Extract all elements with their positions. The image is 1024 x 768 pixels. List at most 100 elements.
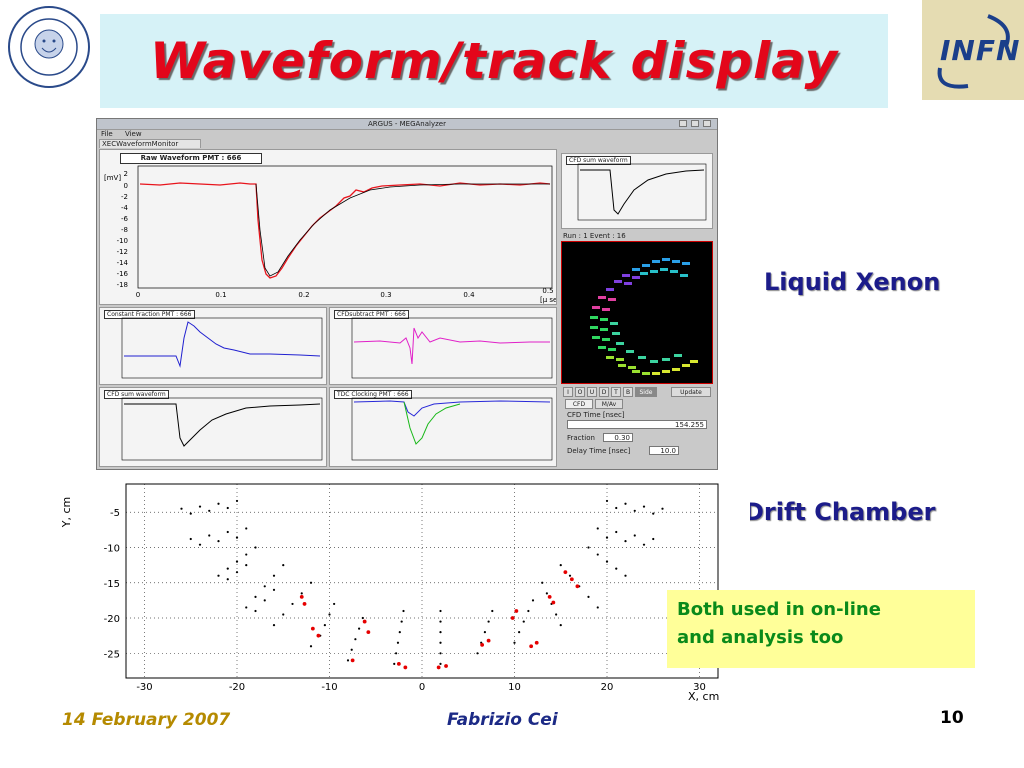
y-tick-label: -20 — [104, 614, 120, 625]
fraction-label: Fraction — [567, 434, 595, 442]
wire-hit-point — [439, 662, 442, 665]
panel-label: TDC Clocking PMT : 666 — [334, 390, 412, 399]
wire-hit-point — [615, 530, 618, 534]
wire-hit-point — [226, 530, 229, 534]
cfd-subtract-panel: CFDsubtract PMT : 666 — [329, 307, 557, 385]
cfd-sum-plot — [121, 397, 323, 461]
tab-mav[interactable]: M/Av — [595, 399, 623, 409]
wire-hit-point — [483, 631, 486, 634]
y-tick: -14 — [117, 259, 129, 267]
view-button-side[interactable]: Side — [635, 387, 657, 397]
lxe-3d-display[interactable] — [561, 241, 713, 384]
wire-hit-point — [545, 592, 548, 595]
fraction-field[interactable]: 0.30 — [603, 433, 633, 442]
x-tick: 0.2 — [298, 291, 309, 299]
liquid-xenon-label: Liquid Xenon — [764, 268, 941, 296]
window-titlebar: ARGUS - MEGAnalyzer — [97, 119, 717, 130]
menu-view[interactable]: View — [124, 130, 142, 138]
wire-hit-point — [513, 641, 516, 644]
cfd-subtract-plot — [351, 317, 553, 379]
wire-hit-point — [439, 652, 442, 655]
tab-xec-waveform-monitor[interactable]: XECWaveformMonitor — [99, 139, 201, 148]
cfd-time-field[interactable]: 154.255 — [567, 420, 707, 429]
tab-cfd[interactable]: CFD — [565, 399, 593, 409]
wire-hit-point — [245, 564, 248, 567]
menubar: File View — [101, 130, 152, 139]
panel-label: CFD sum waveform — [566, 156, 631, 165]
wire-hit-point — [642, 505, 646, 508]
track-hit-point — [366, 630, 371, 635]
wire-hit-point — [605, 499, 609, 503]
close-icon[interactable] — [703, 120, 711, 127]
plot-grid — [126, 484, 718, 678]
wire-hit-point — [358, 627, 361, 630]
wire-hit-point — [235, 536, 239, 539]
y-axis-label: Y, cm — [60, 497, 73, 528]
wire-hit-point — [402, 609, 405, 613]
track-hit-point — [299, 594, 304, 599]
drift-chamber-plot: -30 -20 -10 0 10 20 30 -5 -10 -15 -20 -25 Y, cm X, … — [54, 472, 750, 704]
subtract-trace — [353, 327, 550, 365]
wire-hit-point — [198, 543, 202, 546]
track-hit-point — [396, 661, 401, 666]
wire-hit-point — [333, 602, 336, 606]
y-tick: -10 — [117, 237, 128, 245]
x-unit-label: [μ sec] — [540, 296, 556, 304]
cfd-controls: CFD M/Av CFD Time [nsec] 154.255 Fractio… — [563, 399, 713, 465]
wire-hit-point — [531, 599, 535, 602]
y-tick: -4 — [121, 204, 129, 212]
menu-file[interactable]: File — [101, 130, 113, 138]
track-hit-point — [529, 644, 534, 649]
update-button[interactable]: Update — [671, 387, 711, 397]
wire-hit-point — [350, 648, 353, 651]
maximize-icon[interactable] — [691, 120, 699, 127]
wire-hit-point — [361, 616, 364, 620]
wire-hit-point — [624, 502, 627, 505]
wire-hit-point — [245, 553, 248, 556]
tick-labels: -30 -20 -10 0 10 20 30 -5 -10 -15 -20 -25 — [104, 508, 706, 693]
plot-frame — [125, 483, 719, 679]
view-button-t[interactable]: T — [611, 387, 621, 397]
sum-trace — [124, 403, 321, 447]
delay-time-field[interactable]: 10.0 — [649, 446, 679, 455]
track-hit-point — [547, 594, 552, 599]
wire-hit-point — [189, 537, 192, 541]
wire-hit-point — [323, 623, 326, 627]
wire-hit-point — [491, 609, 494, 613]
raw-waveform-title: Raw Waveform PMT : 666 — [120, 153, 262, 164]
wire-hit-point — [541, 581, 544, 584]
wire-hit-point — [254, 546, 257, 549]
wire-hit-point — [633, 534, 636, 537]
x-tick: 0.5 — [542, 287, 553, 295]
y-tick-label: -25 — [104, 649, 120, 660]
track-hit-point — [436, 665, 441, 670]
view-button-o[interactable]: O — [575, 387, 585, 397]
x-tick-label: 30 — [693, 682, 706, 693]
view-button-d[interactable]: D — [599, 387, 609, 397]
x-tick: 0.4 — [463, 291, 475, 299]
wire-hit-point — [605, 536, 609, 539]
track-hit-point — [403, 665, 408, 670]
view-button-b[interactable]: B — [623, 387, 633, 397]
wire-hit-point — [309, 645, 313, 648]
y-tick-label: -15 — [104, 579, 120, 590]
footer-date: 14 February 2007 — [62, 710, 231, 730]
wire-hit-point — [300, 592, 303, 595]
wire-hit-point — [217, 574, 220, 577]
wire-hit-point — [527, 609, 530, 613]
view-button-u[interactable]: U — [587, 387, 597, 397]
inset-sum-panel: CFD sum waveform — [561, 153, 713, 229]
hit-points — [180, 499, 664, 670]
tdc-green-trace — [403, 401, 461, 445]
x-tick: 0.3 — [380, 291, 391, 299]
wire-hit-point — [245, 527, 248, 530]
wire-hit-point — [487, 620, 490, 623]
track-hit-point — [575, 584, 580, 589]
minimize-icon[interactable] — [679, 120, 687, 127]
view-button-i[interactable]: I — [563, 387, 573, 397]
delay-time-label: Delay Time [nsec] — [567, 447, 631, 455]
y-tick: -8 — [121, 226, 128, 234]
wire-hit-point — [661, 507, 664, 510]
wire-hit-point — [226, 578, 229, 581]
wire-hit-point — [568, 574, 572, 577]
